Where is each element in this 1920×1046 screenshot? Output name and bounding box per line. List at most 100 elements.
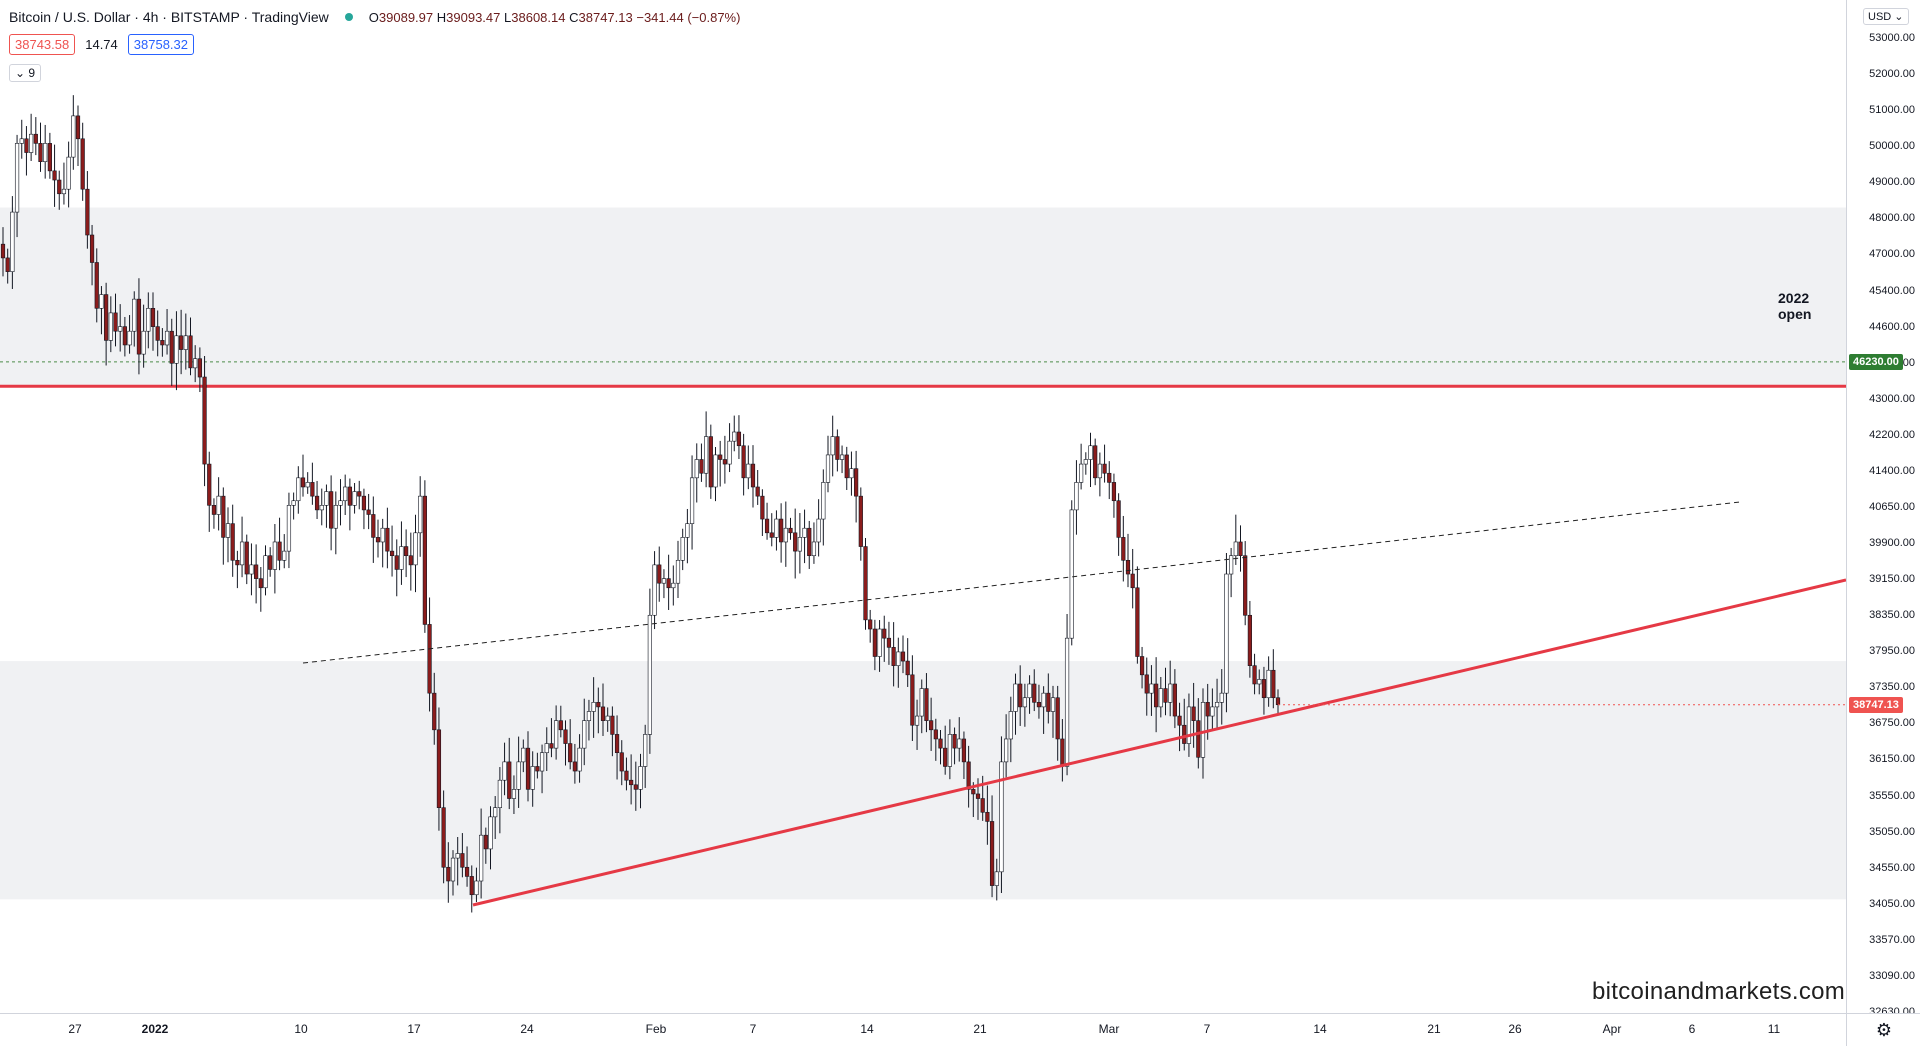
time-axis-label: 10 [294, 1022, 308, 1036]
candle-up [474, 880, 479, 896]
price-chart[interactable] [0, 0, 1846, 1013]
candle-down [169, 330, 174, 364]
candle-down [24, 138, 29, 153]
candle-down [507, 761, 512, 799]
low-value: 38608.14 [511, 9, 566, 25]
time-axis[interactable]: 27 2022 10 17 24 Feb 7 14 21 Mar 7 14 21 26 Apr 6 11 [0, 1013, 1846, 1046]
candle-down [961, 738, 967, 763]
candle-up [816, 518, 821, 543]
candle-up [1224, 573, 1229, 694]
price-axis[interactable]: USD ⌄ 53000.00 52000.00 51000.00 50000.00 49… [1846, 0, 1920, 1018]
candle-down [891, 647, 896, 666]
candle-up [577, 747, 582, 772]
candle-up [1088, 445, 1093, 460]
candle-down [197, 358, 202, 378]
candle-down [985, 811, 990, 822]
candle-down [1177, 715, 1182, 726]
candle-up [713, 454, 718, 488]
candle-up [193, 358, 198, 369]
candle-down [779, 518, 784, 543]
candle-down [596, 702, 601, 708]
ask-price-button[interactable]: 38758.32 [127, 34, 195, 55]
candle-up [19, 138, 24, 144]
price-axis-label: 47000.00 [1869, 248, 1915, 261]
candle-up [1158, 688, 1163, 708]
candle-up [591, 702, 596, 712]
price-axis-label: 42200.00 [1869, 428, 1915, 441]
time-axis-label: 14 [860, 1022, 874, 1036]
candle-down [1116, 500, 1121, 538]
candle-up [643, 734, 648, 767]
candle-up [418, 495, 423, 534]
bid-price-button[interactable]: 38743.58 [9, 34, 76, 55]
candle-up [1214, 702, 1220, 708]
symbol-title[interactable]: Bitcoin / U.S. Dollar · 4h · BITSTAMP · … [9, 9, 329, 25]
candle-down [1191, 706, 1196, 721]
candle-down [760, 495, 765, 520]
candle-up [10, 211, 15, 272]
candle-up [108, 312, 113, 341]
quote-boxes: 38743.58 14.74 38758.32 [9, 34, 195, 55]
candle-down [966, 761, 971, 790]
change-value: −341.44 (−0.87%) [636, 9, 741, 25]
candle-up [1097, 463, 1102, 479]
close-value: 38747.13 [578, 9, 633, 25]
candle-up [727, 440, 732, 465]
chart-pane[interactable]: Bitcoin / U.S. Dollar · 4h · BITSTAMP · … [0, 0, 1846, 1013]
candle-down [427, 624, 432, 694]
price-axis-label: 37950.00 [1869, 645, 1915, 658]
candle-up [821, 482, 826, 520]
candle-up [14, 143, 20, 213]
price-zone-1 [0, 207, 1846, 387]
candle-up [877, 628, 882, 657]
high-value: 39093.47 [446, 9, 501, 25]
candle-up [797, 537, 802, 552]
candle-down [221, 495, 226, 538]
candle-up [774, 518, 779, 538]
candle-down [1130, 573, 1135, 589]
candle-up [530, 766, 535, 790]
candle-down [357, 491, 362, 497]
currency-select[interactable]: USD ⌄ [1863, 8, 1909, 25]
candle-up [282, 550, 287, 561]
candle-down [1271, 669, 1276, 699]
candle-up [497, 779, 502, 808]
candle-up [132, 298, 137, 332]
time-axis-label: 21 [973, 1022, 987, 1036]
candle-up [746, 463, 751, 479]
candle-down [558, 720, 563, 731]
candle-down [1093, 445, 1098, 479]
symbol-legend: Bitcoin / U.S. Dollar · 4h · BITSTAMP · … [9, 9, 740, 25]
candle-up [450, 857, 456, 882]
candle-down [1247, 614, 1252, 666]
candle-up [324, 491, 329, 506]
candle-up [413, 532, 418, 566]
candle-up [704, 436, 709, 474]
indicators-toggle-button[interactable]: ⌄ 9 [9, 64, 42, 82]
candle-down [1107, 472, 1112, 483]
candle-down [629, 779, 634, 786]
time-axis-label: 24 [520, 1022, 534, 1036]
candle-down [755, 486, 760, 497]
candle-down [436, 729, 442, 808]
candle-down [975, 793, 981, 799]
candle-up [1050, 697, 1056, 712]
candle-down [657, 564, 662, 584]
dashed-trend-line [302, 501, 1741, 664]
gear-icon[interactable]: ⚙ [1846, 1013, 1920, 1046]
price-axis-label: 48000.00 [1869, 212, 1915, 225]
candle-down [900, 651, 906, 662]
price-axis-label: 49000.00 [1869, 176, 1915, 189]
candle-down [886, 637, 892, 648]
candle-down [258, 578, 263, 589]
candle-up [1008, 711, 1013, 740]
price-axis-label: 35550.00 [1869, 789, 1915, 802]
candle-down [432, 692, 437, 731]
ohlc-values: O39089.97 H39093.47 L38608.14 C38747.13 … [368, 9, 741, 25]
candle-down [624, 770, 629, 781]
price-axis-label: 39150.00 [1869, 573, 1915, 586]
candle-down [1102, 463, 1107, 474]
candle-down [300, 477, 306, 488]
candle-up [675, 559, 681, 584]
candle-down [329, 491, 334, 529]
